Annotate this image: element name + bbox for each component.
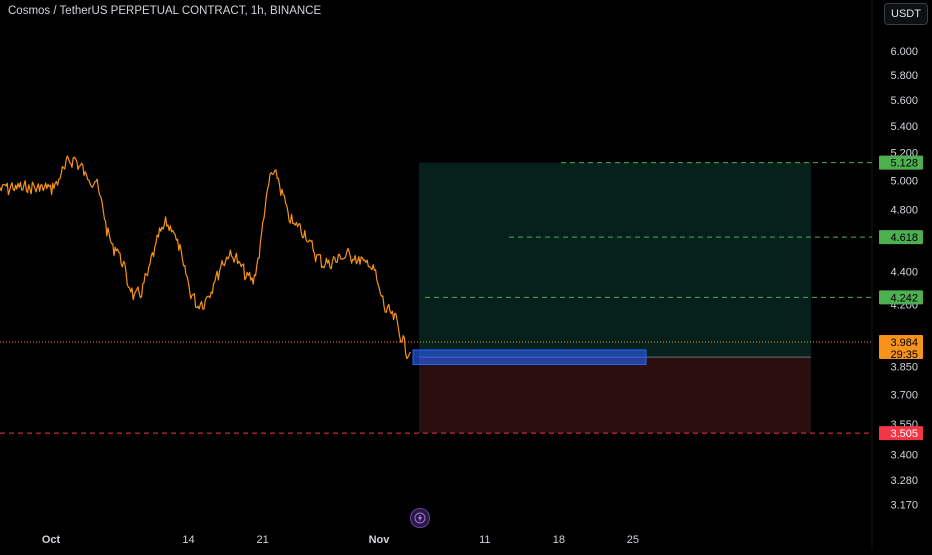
y-tick-label: 5.000	[890, 176, 918, 188]
target-price-label: 4.242	[890, 292, 918, 304]
x-tick-label: 25	[627, 534, 639, 546]
target-price-label: 4.618	[890, 232, 918, 244]
current-price-label: 3.984	[890, 337, 918, 349]
stop-price-label: 3.505	[890, 428, 918, 440]
y-tick-label: 6.000	[890, 46, 918, 58]
countdown-label: 29:35	[890, 349, 918, 361]
y-tick-label: 3.280	[890, 475, 918, 487]
lightning-bolt-icon[interactable]	[410, 508, 430, 528]
x-tick-label: 18	[553, 534, 565, 546]
y-tick-label: 3.400	[890, 450, 918, 462]
stop-price-label-bg	[879, 426, 923, 441]
y-tick-label: 4.400	[890, 266, 918, 278]
y-tick-label: 4.800	[890, 205, 918, 217]
y-tick-label: 5.600	[890, 95, 918, 107]
x-tick-label: 21	[256, 534, 268, 546]
y-tick-label: 5.400	[890, 121, 918, 133]
x-tick-label: Nov	[369, 534, 391, 546]
current-price-label-bg	[879, 335, 923, 360]
target-price-label-bg	[879, 155, 923, 170]
y-tick-label: 3.700	[890, 390, 918, 402]
y-tick-label: 3.170	[890, 499, 918, 511]
target-price-label-bg	[879, 290, 923, 305]
chart-title: Cosmos / TetherUS PERPETUAL CONTRACT, 1h…	[8, 5, 322, 17]
profit-zone[interactable]	[419, 162, 811, 358]
target-price-label: 5.128	[890, 158, 918, 170]
y-tick-label: 5.800	[890, 70, 918, 82]
target-price-label-bg	[879, 230, 923, 245]
loss-zone[interactable]	[419, 357, 811, 434]
currency-button[interactable]: USDT	[884, 3, 928, 25]
x-tick-label: 14	[182, 534, 194, 546]
entry-zone-box[interactable]	[412, 349, 647, 365]
y-tick-label: 3.850	[890, 361, 918, 373]
price-series-line	[0, 155, 411, 360]
lightning-bolt-glyph	[414, 512, 426, 524]
x-tick-label: Oct	[42, 534, 61, 546]
x-tick-label: 11	[479, 534, 490, 546]
